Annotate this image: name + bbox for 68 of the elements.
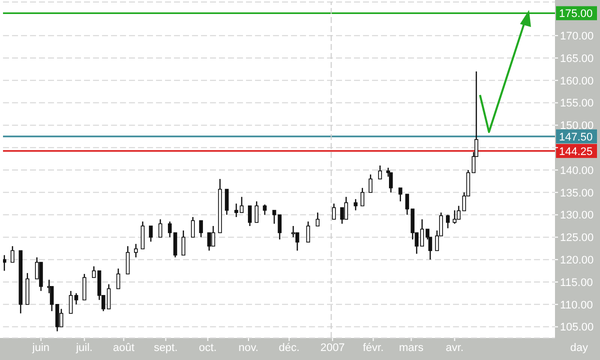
candlestick — [55, 304, 60, 332]
candlestick — [59, 308, 64, 328]
candlestick — [354, 198, 358, 211]
candlestick — [148, 225, 153, 242]
candlestick — [134, 243, 138, 258]
x-tick-label: 2007 — [320, 342, 345, 354]
y-tick-label: 160.00 — [560, 75, 594, 88]
candlestick — [262, 204, 267, 216]
candlestick — [278, 214, 282, 240]
x-tick-label: nov. — [238, 342, 258, 354]
candlestick — [254, 200, 259, 224]
x-tick-label: avr. — [446, 342, 464, 354]
x-tick-label: févr. — [362, 342, 384, 354]
candlestick — [272, 210, 276, 224]
candlestick — [240, 196, 244, 214]
ref-line-label: 175.00 — [559, 8, 593, 20]
y-tick-label: 155.00 — [560, 98, 594, 110]
candlestick — [207, 232, 212, 252]
x-tick-label: oct. — [198, 342, 217, 354]
y-tick-label: 125.00 — [560, 232, 594, 244]
x-tick-label: mars — [399, 342, 424, 354]
y-tick-label: 130.00 — [560, 210, 594, 222]
candlestick — [211, 225, 216, 247]
x-axis-title: day — [570, 342, 588, 354]
y-tick-label: 150.00 — [560, 120, 594, 132]
candlestick — [388, 172, 393, 193]
y-tick-label: 105.00 — [560, 322, 594, 334]
candlestick — [368, 174, 372, 193]
candlestick — [10, 246, 14, 263]
candlestick — [398, 187, 402, 202]
candlestick — [248, 205, 252, 227]
candlestick — [74, 292, 78, 305]
candlestick — [3, 254, 6, 272]
candlestick — [181, 230, 186, 256]
candlestick — [332, 203, 336, 220]
candlestick — [234, 203, 238, 218]
ref-line-label: 144.25 — [559, 146, 593, 158]
y-tick-label: 165.00 — [560, 52, 594, 65]
x-tick-label: sept. — [154, 342, 178, 354]
candlestick — [168, 220, 172, 238]
candlestick — [360, 187, 364, 206]
candlestick — [116, 268, 120, 290]
candlestick — [158, 218, 162, 238]
y-tick-label: 110.00 — [560, 299, 593, 312]
x-tick-label: juin — [31, 342, 50, 354]
candlestick — [452, 210, 457, 224]
y-tick-label: 135.00 — [560, 187, 594, 200]
candlestick — [446, 214, 450, 229]
ref-line-label: 147.50 — [559, 131, 593, 144]
y-tick-label: 140.00 — [560, 164, 594, 177]
candlestick — [224, 188, 229, 216]
candlestick — [316, 212, 320, 227]
candlestick — [126, 246, 130, 275]
x-tick-label: juil. — [75, 342, 93, 354]
y-tick-label: 120.00 — [560, 254, 594, 267]
y-tick-label: 115.00 — [560, 276, 593, 289]
candlestick — [344, 196, 348, 220]
x-tick-label: août — [112, 342, 134, 354]
candlestick — [306, 220, 310, 243]
candlestick — [82, 273, 86, 301]
candlestick — [378, 164, 382, 180]
candlestick — [199, 220, 203, 238]
x-tick-label: déc. — [278, 342, 300, 354]
candlestick — [173, 232, 178, 258]
candlestick — [140, 220, 145, 250]
y-tick-label: 170.00 — [560, 30, 594, 43]
candlestick — [190, 216, 195, 238]
candlestick — [68, 290, 73, 314]
